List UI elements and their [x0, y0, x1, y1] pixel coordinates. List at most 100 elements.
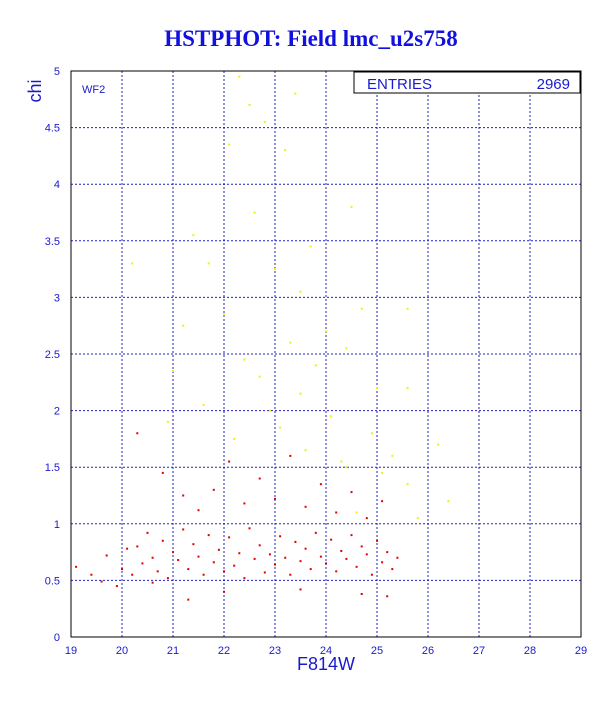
scatter-point [345, 466, 348, 469]
scatter-point [406, 307, 409, 310]
x-tick-label: 25 [371, 645, 383, 657]
scatter-point [197, 509, 200, 512]
scatter-point [90, 573, 93, 576]
scatter-point [161, 471, 164, 474]
scatter-point [141, 562, 144, 565]
scatter-point [330, 538, 333, 541]
scatter-point [228, 143, 231, 146]
scatter-point [360, 545, 363, 548]
scatter-point [365, 517, 368, 520]
scatter-point [217, 548, 220, 551]
scatter-point [202, 573, 205, 576]
x-tick-label: 20 [116, 645, 128, 657]
panel-label: WF2 [82, 84, 105, 96]
scatter-point [212, 488, 215, 491]
scatter-point [192, 543, 195, 546]
scatter-point [335, 511, 338, 514]
x-tick-label: 27 [473, 645, 485, 657]
scatter-point [386, 595, 389, 598]
scatter-point [406, 386, 409, 389]
x-tick-labels: 19 20 21 22 23 24 25 26 27 28 29 [65, 645, 587, 657]
scatter-point [258, 477, 261, 480]
scatter-point [243, 358, 246, 361]
scatter-point [289, 341, 292, 344]
scatter-point [284, 149, 287, 152]
scatter-point [253, 557, 256, 560]
scatter-point [309, 245, 312, 248]
scatter-point [350, 205, 353, 208]
scatter-point [345, 347, 348, 350]
scatter-point [207, 534, 210, 537]
scatter-point [274, 563, 276, 566]
scatter-point [299, 560, 302, 563]
y-tick-labels: 0 0.5 1 1.5 2 2.5 3 3.5 4 4.5 5 [45, 66, 60, 644]
scatter-point [376, 386, 378, 389]
x-tick-label: 24 [320, 645, 332, 657]
scatter-point [325, 562, 327, 565]
scatter-point [381, 500, 384, 503]
scatter-point [355, 511, 358, 514]
entries-label: ENTRIES [367, 76, 432, 93]
y-tick-label: 2.5 [45, 349, 60, 361]
scatter-point [258, 544, 261, 547]
scatter-point [172, 551, 174, 554]
scatter-point [243, 502, 246, 505]
scatter-point [289, 454, 292, 457]
scatter-point [166, 577, 169, 580]
y-tick-label: 5 [54, 66, 60, 78]
scatter-point [151, 581, 154, 584]
scatter-point [299, 392, 302, 395]
scatter-point [192, 234, 195, 237]
x-axis-label: F814W [297, 654, 355, 674]
scatter-point [284, 556, 287, 559]
scatter-point [156, 570, 159, 573]
y-tick-label: 0.5 [45, 575, 60, 587]
scatter-point [360, 307, 363, 310]
scatter-point [136, 432, 139, 435]
scatter-point [319, 555, 322, 558]
x-tick-label: 29 [575, 645, 587, 657]
scatter-point [396, 556, 399, 559]
scatter-point [228, 460, 231, 463]
scatter-point [279, 535, 282, 538]
grid-lines [70, 70, 582, 638]
scatter-point [253, 211, 256, 214]
scatter-point [309, 568, 312, 571]
scatter-point [350, 534, 353, 537]
scatter-point [299, 290, 302, 293]
scatter-point [238, 552, 241, 555]
scatter-point [416, 517, 419, 520]
scatter-point [319, 483, 322, 486]
scatter-point [75, 565, 78, 568]
scatter-point [325, 330, 327, 333]
scatter-point [100, 580, 103, 583]
scatter-point [376, 539, 378, 542]
scatter-point [131, 573, 134, 576]
data-points [75, 75, 450, 601]
scatter-point [340, 549, 343, 552]
y-tick-label: 3 [54, 292, 60, 304]
entries-value: 2969 [537, 76, 570, 93]
scatter-point [223, 313, 225, 316]
scatter-point [299, 588, 302, 591]
y-tick-label: 1 [54, 519, 60, 531]
scatter-point [330, 415, 333, 418]
scatter-point [263, 120, 266, 123]
scatter-point [258, 375, 261, 378]
scatter-point [243, 577, 246, 580]
scatter-point [202, 403, 205, 406]
scatter-point [212, 561, 215, 564]
scatter-point [248, 527, 251, 530]
scatter-point [126, 547, 129, 550]
scatter-point [391, 454, 394, 457]
scatter-point [182, 494, 185, 497]
scatter-point [345, 557, 348, 560]
y-tick-label: 1.5 [45, 462, 60, 474]
scatter-point [146, 531, 149, 534]
scatter-point [182, 528, 185, 531]
y-tick-label: 4.5 [45, 123, 60, 135]
scatter-point [355, 565, 358, 568]
scatter-point [187, 598, 190, 601]
scatter-point [187, 568, 190, 571]
